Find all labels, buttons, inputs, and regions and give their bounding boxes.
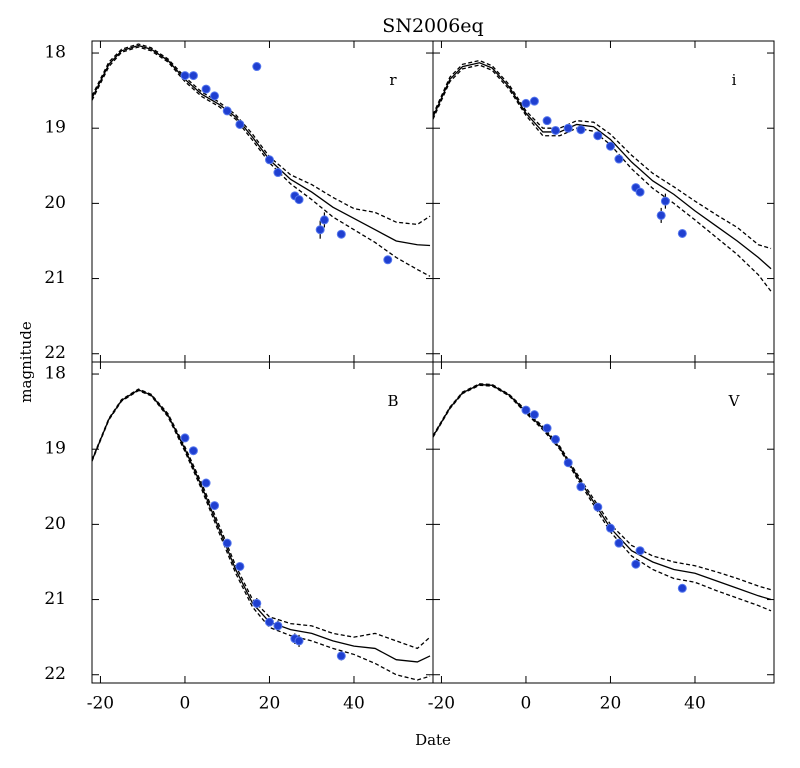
data-point [252,62,262,72]
x-tick-label: 0 [521,694,532,714]
data-point [210,501,220,511]
chart-title: SN2006eq [382,15,483,37]
model-line [432,383,772,601]
data-point [542,423,552,433]
data-point [180,71,190,81]
data-point [605,523,615,533]
data-point [294,195,304,205]
data-point [563,123,573,133]
model-line [432,384,772,612]
data-point [529,410,539,420]
model-line [432,59,772,250]
data-point [593,502,603,512]
data-point [188,446,198,456]
y-tick-label: 20 [44,514,66,534]
model-line [91,389,431,681]
y-tick-label: 22 [44,664,66,684]
data-point [222,538,232,548]
model-line [432,383,772,591]
model-line [91,43,431,226]
y-tick-label: 18 [44,364,66,384]
data-point [180,433,190,443]
data-point [529,96,539,106]
data-point [210,91,220,101]
data-point [551,434,561,444]
model-line [432,62,772,270]
data-point [635,546,645,556]
model-line [91,44,431,247]
data-point [264,617,274,627]
data-point [614,538,624,548]
data-point [521,98,531,108]
data-point [264,155,274,165]
data-point [319,215,329,225]
data-point [273,168,283,178]
data-point [222,106,232,116]
data-point [551,125,561,135]
panel-frame [432,361,775,684]
x-tick-label: -20 [87,694,114,714]
data-point [235,119,245,129]
data-point [521,405,531,415]
y-tick-label: 19 [44,118,66,138]
data-point [273,621,283,631]
data-point [235,561,245,571]
data-point [188,71,198,81]
data-point [614,154,624,164]
data-point [294,636,304,646]
data-point [563,458,573,468]
x-tick-label: 40 [684,694,706,714]
data-point [656,210,666,220]
model-line [91,389,431,663]
y-tick-label: 21 [44,589,66,609]
data-point [315,225,325,235]
band-label: V [728,392,741,410]
data-point [201,478,211,488]
data-point [252,598,262,608]
panel-frame [432,40,775,363]
y-axis-label: magnitude [17,321,35,403]
data-point [677,228,687,238]
panel-frame [91,40,434,363]
data-point [336,229,346,239]
data-point [576,125,586,135]
data-point [576,482,586,492]
y-tick-label: 19 [44,439,66,459]
y-tick-label: 18 [44,43,66,63]
x-tick-label: -20 [428,694,455,714]
x-tick-label: 20 [600,694,622,714]
panel-frame [91,361,434,684]
data-point [660,196,670,206]
x-tick-label: 20 [259,694,281,714]
data-point [542,116,552,126]
data-point [336,651,346,661]
model-line [91,46,431,277]
y-tick-label: 22 [44,343,66,363]
x-tick-label: 40 [343,694,365,714]
data-point [635,187,645,197]
x-axis-label: Date [415,731,451,749]
data-point [677,583,687,593]
model-line [432,64,772,292]
model-line [91,388,431,650]
band-label: i [732,71,737,89]
band-label: B [387,392,398,410]
y-tick-label: 21 [44,268,66,288]
x-tick-label: 0 [180,694,191,714]
data-point [631,559,641,569]
data-point [201,84,211,94]
data-point [605,141,615,151]
band-label: r [389,71,397,89]
y-tick-label: 20 [44,193,66,213]
data-point [383,255,393,265]
data-point [593,131,603,141]
